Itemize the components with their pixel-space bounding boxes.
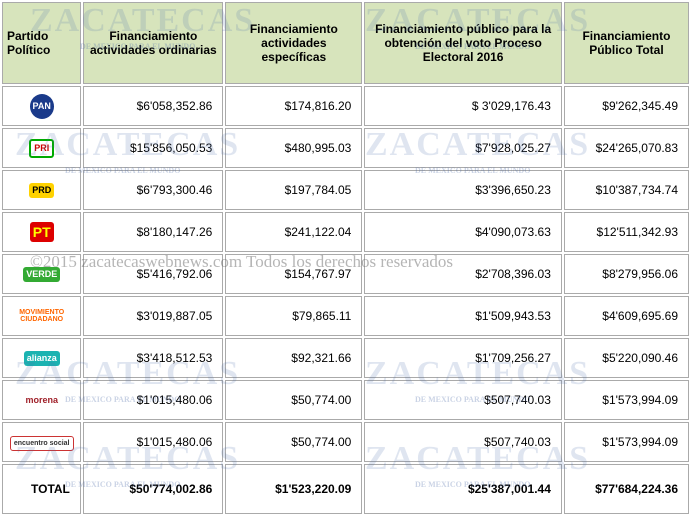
total-cell: $50'774,002.86 (83, 464, 224, 514)
amount-cell: $50,774.00 (225, 380, 363, 420)
amount-cell: $241,122.04 (225, 212, 363, 252)
amount-cell: $3'396,650.23 (364, 170, 562, 210)
amount-cell: $2'708,396.03 (364, 254, 562, 294)
logo-cell: alianza (2, 338, 82, 378)
logo-cell: morena (2, 380, 82, 420)
logo-cell: PAN (2, 86, 82, 126)
amount-cell: $92,321.66 (225, 338, 363, 378)
total-cell: $1'523,220.09 (225, 464, 363, 514)
amount-cell: $1'015,480.06 (83, 380, 224, 420)
party-row: VERDE $5'416,792.06 $154,767.97 $2'708,396.… (2, 254, 689, 294)
amount-cell: $174,816.20 (225, 86, 363, 126)
header-cell: Financiamiento Público Total (563, 2, 689, 84)
header-cell: Financiamiento actividades específicas (225, 2, 363, 84)
total-label: TOTAL (2, 464, 82, 514)
amount-cell: $4'090,073.63 (364, 212, 562, 252)
header-cell: Financiamiento público para la obtención… (364, 2, 562, 84)
party-row: encuentro social $1'015,480.06 $50,774.00 $… (2, 422, 689, 462)
amount-cell: $507,740.03 (364, 380, 562, 420)
party-row: PAN $6'058,352.86 $174,816.20 $ 3'029,176.4… (2, 86, 689, 126)
amount-cell: $9'262,345.49 (563, 86, 689, 126)
amount-cell: $1'015,480.06 (83, 422, 224, 462)
amount-cell: $12'511,342.93 (563, 212, 689, 252)
amount-cell: $6'793,300.46 (83, 170, 224, 210)
logo-cell: PT (2, 212, 82, 252)
amount-cell: $1'573,994.09 (563, 422, 689, 462)
amount-cell: $15'856,050.53 (83, 128, 224, 168)
amount-cell: $5'416,792.06 (83, 254, 224, 294)
amount-cell: $4'609,695.69 (563, 296, 689, 336)
logo-cell: encuentro social (2, 422, 82, 462)
party-row: PT $8'180,147.26 $241,122.04 $4'090,073.63 $… (2, 212, 689, 252)
amount-cell: $5'220,090.46 (563, 338, 689, 378)
amount-cell: $480,995.03 (225, 128, 363, 168)
party-row: morena $1'015,480.06 $50,774.00 $507,740.03… (2, 380, 689, 420)
amount-cell: $507,740.03 (364, 422, 562, 462)
party-logo: PT (29, 222, 54, 242)
logo-cell: MOVIMIENTO CIUDADANO (2, 296, 82, 336)
amount-cell: $24'265,070.83 (563, 128, 689, 168)
amount-cell: $3'019,887.05 (83, 296, 224, 336)
party-row: PRD $6'793,300.46 $197,784.05 $3'396,650.23… (2, 170, 689, 210)
amount-cell: $1'509,943.53 (364, 296, 562, 336)
header-cell: Partido Político (2, 2, 82, 84)
party-logo: alianza (23, 351, 60, 366)
amount-cell: $154,767.97 (225, 254, 363, 294)
party-logo: PAN (29, 93, 54, 119)
logo-cell: VERDE (2, 254, 82, 294)
party-logo: MOVIMIENTO CIUDADANO (8, 306, 75, 326)
amount-cell: $7'928,025.27 (364, 128, 562, 168)
amount-cell: $ 3'029,176.43 (364, 86, 562, 126)
amount-cell: $6'058,352.86 (83, 86, 224, 126)
total-cell: $25'387,001.44 (364, 464, 562, 514)
party-logo: morena (22, 393, 61, 408)
party-row: MOVIMIENTO CIUDADANO $3'019,887.05 $79,865… (2, 296, 689, 336)
amount-cell: $10'387,734.74 (563, 170, 689, 210)
amount-cell: $8'279,956.06 (563, 254, 689, 294)
total-row: TOTAL $50'774,002.86 $1'523,220.09 $25'387,… (2, 464, 689, 514)
amount-cell: $197,784.05 (225, 170, 363, 210)
logo-cell: PRD (2, 170, 82, 210)
party-logo: VERDE (23, 267, 61, 282)
party-row: PRI $15'856,050.53 $480,995.03 $7'928,025.2… (2, 128, 689, 168)
header-row: Partido Político Financiamiento actividad… (2, 2, 689, 84)
amount-cell: $79,865.11 (225, 296, 363, 336)
amount-cell: $1'573,994.09 (563, 380, 689, 420)
amount-cell: $1'709,256.27 (364, 338, 562, 378)
party-logo: PRD (29, 183, 55, 198)
party-logo: encuentro social (9, 435, 74, 451)
amount-cell: $3'418,512.53 (83, 338, 224, 378)
header-cell: Financiamiento actividades ordinarias (83, 2, 224, 84)
amount-cell: $8'180,147.26 (83, 212, 224, 252)
total-cell: $77'684,224.36 (563, 464, 689, 514)
party-logo: PRI (29, 138, 55, 158)
logo-cell: PRI (2, 128, 82, 168)
party-row: alianza $3'418,512.53 $92,321.66 $1'709,256… (2, 338, 689, 378)
amount-cell: $50,774.00 (225, 422, 363, 462)
